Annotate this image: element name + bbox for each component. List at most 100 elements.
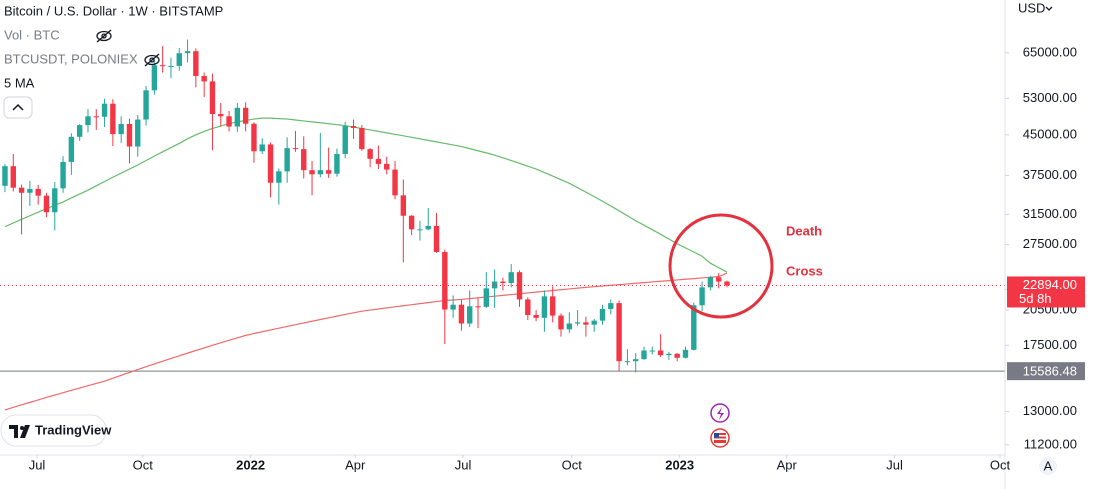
- last-price-label: 22894.00: [1023, 277, 1077, 292]
- candle-body: [2, 166, 8, 186]
- economic-event-icon[interactable]: [710, 428, 730, 448]
- candle-body: [159, 65, 166, 67]
- candle-body: [392, 169, 398, 196]
- candle-body: [27, 188, 33, 193]
- candle-body: [641, 350, 647, 360]
- candle-body: [475, 306, 481, 308]
- candle-body: [707, 277, 714, 288]
- x-tick-label: Jul: [29, 457, 46, 472]
- candle-body: [558, 315, 564, 330]
- candle-body: [101, 103, 108, 117]
- countdown-label: 5d 8h: [1019, 291, 1052, 306]
- candle-body: [633, 359, 639, 362]
- candle-body: [533, 315, 539, 318]
- candle-body: [375, 158, 382, 164]
- candle-body: [500, 281, 506, 283]
- hide-icon[interactable]: [144, 53, 160, 67]
- candle-body: [10, 166, 16, 188]
- candle-body: [566, 323, 573, 330]
- candle-body: [516, 272, 523, 300]
- candle-body: [143, 90, 149, 120]
- candle-body: [408, 215, 415, 230]
- y-tick-label: 37500.00: [1023, 167, 1077, 182]
- last-price-box: [1007, 276, 1085, 308]
- candle-body: [724, 281, 730, 286]
- candle-body: [608, 303, 614, 309]
- axes: 65000.00 53000.00 45000.00 37500.00 31500.00…: [29, 44, 1085, 472]
- candle-body: [442, 252, 448, 310]
- x-tick-label: Oct: [133, 457, 154, 472]
- candle-body: [525, 299, 531, 316]
- candle-body: [317, 170, 324, 175]
- candle-body: [541, 296, 548, 318]
- candle-body: [259, 144, 265, 152]
- candle-body: [458, 304, 465, 324]
- candle-body: [242, 107, 249, 124]
- y-tick-label: 45000.00: [1023, 126, 1077, 141]
- candle-body: [591, 320, 597, 325]
- candle-body: [649, 350, 655, 352]
- candle-body: [599, 308, 606, 321]
- logo-text: TradingView: [35, 422, 112, 437]
- candle-body: [325, 170, 332, 174]
- event-icon[interactable]: [710, 403, 730, 423]
- candle-body: [301, 149, 307, 171]
- x-tick-label: Apr: [345, 457, 366, 472]
- currency-chevron[interactable]: [1045, 6, 1053, 11]
- candle-body: [43, 195, 50, 213]
- tradingview-logo[interactable]: TradingView: [0, 414, 112, 447]
- scale-mode-button[interactable]: A: [1039, 457, 1057, 475]
- candle-body: [309, 170, 315, 175]
- annotation: Cross: [786, 263, 823, 278]
- candle-body: [218, 114, 224, 117]
- x-tick-label: Apr: [777, 457, 798, 472]
- price-line-box: [1007, 362, 1085, 381]
- candle-body: [508, 272, 514, 283]
- candle-body: [118, 123, 124, 135]
- candle-body: [574, 322, 581, 324]
- candle-body: [691, 305, 697, 350]
- x-tick-label: 2022: [236, 457, 265, 472]
- collapse-button[interactable]: [3, 96, 33, 119]
- candle-body: [85, 116, 91, 126]
- candle-body: [151, 65, 158, 91]
- candle-body: [483, 288, 490, 307]
- candle-body: [276, 171, 282, 183]
- candle-body: [226, 116, 232, 127]
- currency-label[interactable]: USD: [1018, 0, 1045, 15]
- candle-body: [110, 103, 116, 135]
- moving-average-line: [4, 117, 728, 273]
- candle-body: [201, 75, 207, 82]
- candle-body: [176, 53, 182, 66]
- candle-body: [550, 296, 556, 316]
- indicator-label[interactable]: Vol · BTC: [4, 27, 60, 42]
- candle-body: [52, 188, 58, 213]
- candle-body: [18, 187, 25, 193]
- annotation: Death: [786, 223, 822, 238]
- candle-body: [334, 153, 340, 174]
- candle-body: [491, 281, 498, 289]
- candle-body: [624, 361, 631, 363]
- candle-body: [126, 123, 133, 147]
- indicator-label[interactable]: 5 MA: [4, 75, 35, 90]
- annotation-circle: [668, 213, 774, 319]
- indicator-label[interactable]: BTCUSDT, POLONIEX: [4, 51, 138, 66]
- candle-body: [350, 126, 357, 129]
- candle-body: [699, 287, 705, 306]
- candle-body: [267, 144, 274, 183]
- candle-body: [68, 136, 75, 162]
- x-tick-label: Oct: [562, 457, 583, 472]
- y-tick-label: 53000.00: [1023, 90, 1077, 105]
- price-line-label: 15586.48: [1023, 364, 1077, 379]
- scale-mode: A: [1044, 458, 1053, 473]
- hide-icon[interactable]: [96, 29, 112, 43]
- candle-body: [93, 116, 99, 118]
- candle-body: [284, 148, 290, 172]
- candle-body: [60, 161, 66, 189]
- candle-body: [467, 306, 473, 324]
- candle-body: [425, 225, 431, 230]
- candle-body: [384, 163, 390, 170]
- x-tick-label: Jul: [455, 457, 472, 472]
- candle-body: [666, 353, 672, 356]
